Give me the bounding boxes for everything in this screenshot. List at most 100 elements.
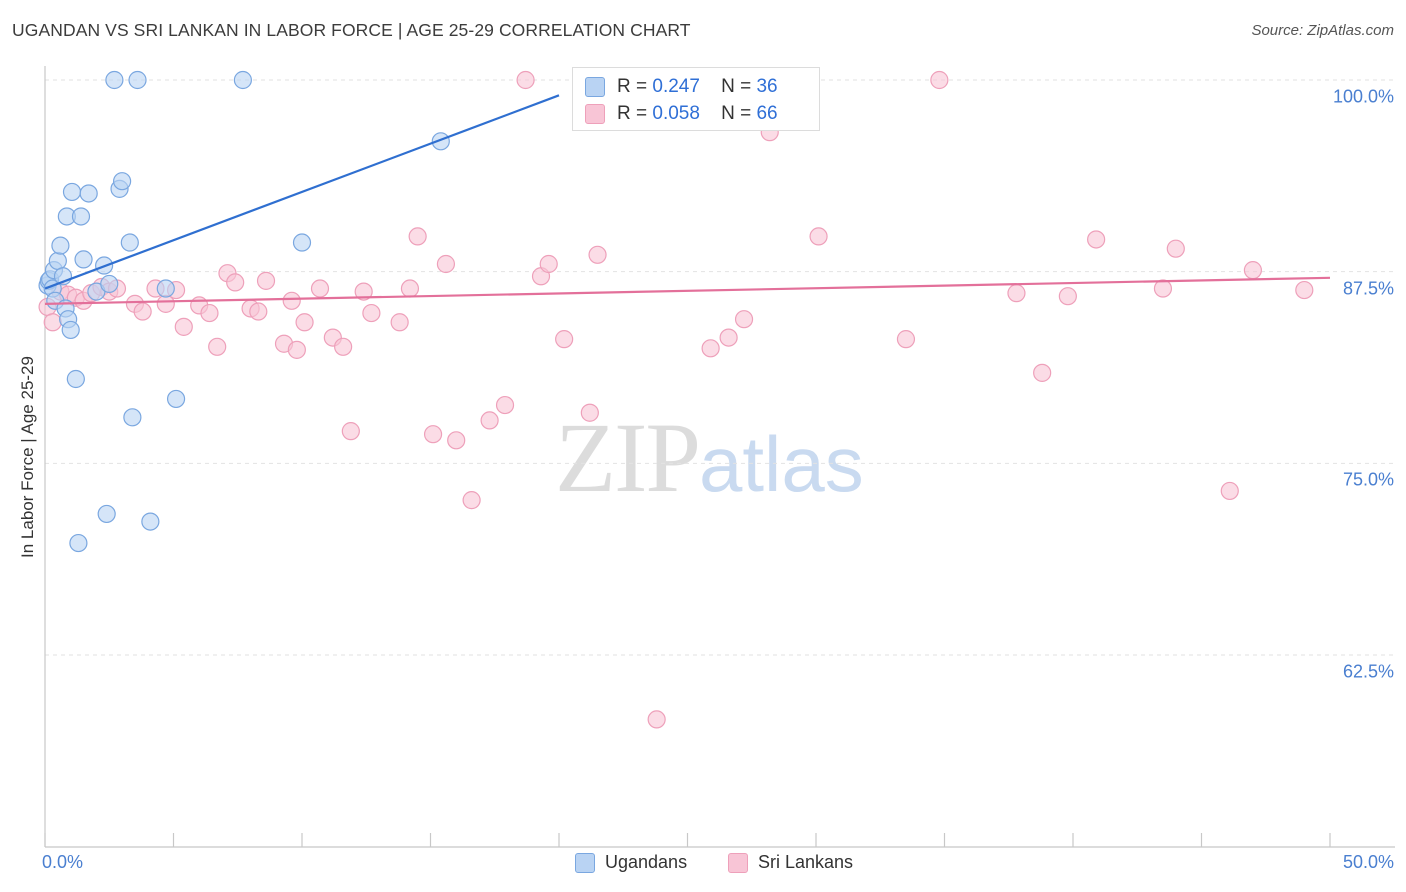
srilankan-point [334, 337, 353, 356]
legend-row-ugandans: R = 0.247 N = 36 [585, 75, 778, 99]
srilankan-point [1033, 363, 1052, 382]
srilankan-point [1295, 280, 1314, 300]
ugandan-point [97, 504, 116, 524]
srilankan-point [362, 303, 381, 323]
srilankan-point [647, 710, 666, 729]
srilankan-point [734, 310, 754, 329]
srilankan-point [580, 403, 599, 422]
srilankan-point [555, 330, 574, 349]
n-value-srilankans: 66 [756, 103, 778, 124]
srilankan-point [701, 339, 720, 358]
srilankan-point [495, 395, 515, 415]
ugandan-point [166, 389, 186, 409]
ugandan-point [156, 279, 175, 298]
x-tick-min: 0.0% [42, 852, 84, 872]
srilankan-point [516, 70, 535, 90]
swatch-blue-icon [585, 77, 605, 97]
ugandan-point [71, 207, 91, 226]
swatch-pink-icon [585, 104, 605, 124]
watermark: ZIPatlas [555, 400, 864, 515]
ugandan-point [100, 274, 119, 294]
legend-swatch-blue-icon [575, 852, 595, 873]
stats-legend: R = 0.247 N = 36 R = 0.058 N = 66 [572, 67, 820, 131]
ugandan-point [112, 172, 132, 191]
srilankan-point [809, 227, 828, 246]
ugandan-point [292, 233, 312, 252]
srilankan-point [1243, 261, 1263, 280]
r-label: R = [617, 76, 648, 97]
srilankan-point [287, 340, 306, 359]
ugandan-point [62, 182, 82, 202]
ugandan-trend-line [44, 94, 560, 290]
n-label: N = [721, 103, 752, 124]
y-axis-label: In Labor Force | Age 25-29 [18, 356, 37, 558]
y-tick-label: 75.0% [1342, 469, 1394, 490]
srilankan-point [436, 254, 456, 274]
ugandan-point [74, 250, 93, 269]
srilankan-point [1058, 287, 1077, 306]
srilankan-point [1007, 284, 1026, 303]
n-label: N = [721, 76, 752, 97]
ugandan-point [61, 320, 80, 340]
data-points [38, 70, 1314, 729]
srilankan-point [588, 245, 607, 264]
ugandan-point [233, 70, 252, 90]
srilankan-point [400, 279, 420, 298]
srilankan-point [896, 330, 916, 349]
watermark-zip: ZIP [555, 402, 701, 513]
srilankan-point [462, 491, 481, 510]
srilankan-point [310, 279, 330, 298]
axes [44, 66, 1395, 848]
source-credit: Source: ZipAtlas.com [1251, 22, 1394, 39]
srilankan-point [43, 313, 62, 332]
srilankan-point [719, 328, 738, 347]
ugandan-point [69, 533, 88, 553]
n-value-ugandans: 36 [756, 76, 778, 97]
legend-label-ugandans: Ugandans [605, 852, 688, 872]
x-tick-max: 50.0% [1342, 852, 1394, 872]
trend-lines [44, 94, 1331, 305]
srilankan-point [408, 227, 427, 246]
srilankan-point [133, 302, 152, 321]
srilankan-point [226, 273, 245, 292]
srilankan-point [295, 313, 314, 332]
srilankan-point [256, 271, 276, 290]
srilankan-point [282, 291, 301, 310]
r-value-ugandans: 0.247 [652, 76, 700, 97]
ugandan-point [141, 512, 160, 531]
ugandan-point [123, 408, 142, 427]
srilankan-trend-line [44, 276, 1331, 305]
srilankan-point [539, 254, 558, 274]
ugandan-point [66, 369, 85, 389]
srilankan-point [341, 422, 360, 441]
srilankan-point [1153, 279, 1173, 298]
srilankan-point [1166, 239, 1185, 258]
grid-lines [45, 79, 1395, 656]
legend-label-srilankans: Sri Lankans [758, 852, 854, 872]
ugandan-point [105, 70, 124, 90]
srilankan-point [447, 431, 466, 450]
watermark-atlas: atlas [699, 420, 864, 508]
y-tick-label: 87.5% [1342, 278, 1394, 299]
ugandan-point [48, 251, 67, 271]
srilankan-point [354, 282, 373, 301]
legend-item-ugandans[interactable]: Ugandans [575, 852, 687, 873]
srilankan-point [390, 313, 409, 332]
srilankan-point [208, 337, 227, 356]
ugandan-point [128, 70, 147, 90]
srilankan-point [200, 303, 219, 323]
ugandan-point [79, 184, 98, 203]
srilankan-point [930, 70, 949, 90]
legend-swatch-pink-icon [728, 852, 748, 873]
legend-row-srilankans: R = 0.058 N = 66 [585, 102, 778, 126]
r-label: R = [617, 103, 648, 124]
srilankan-point [1087, 230, 1106, 249]
chart-title: UGANDAN VS SRI LANKAN IN LABOR FORCE | A… [12, 20, 691, 40]
srilankan-point [1220, 481, 1239, 501]
srilankan-point [174, 317, 193, 336]
ugandan-point [51, 236, 70, 255]
srilankan-point [480, 411, 499, 430]
srilankan-point [423, 425, 443, 444]
legend-item-srilankans[interactable]: Sri Lankans [728, 852, 853, 873]
